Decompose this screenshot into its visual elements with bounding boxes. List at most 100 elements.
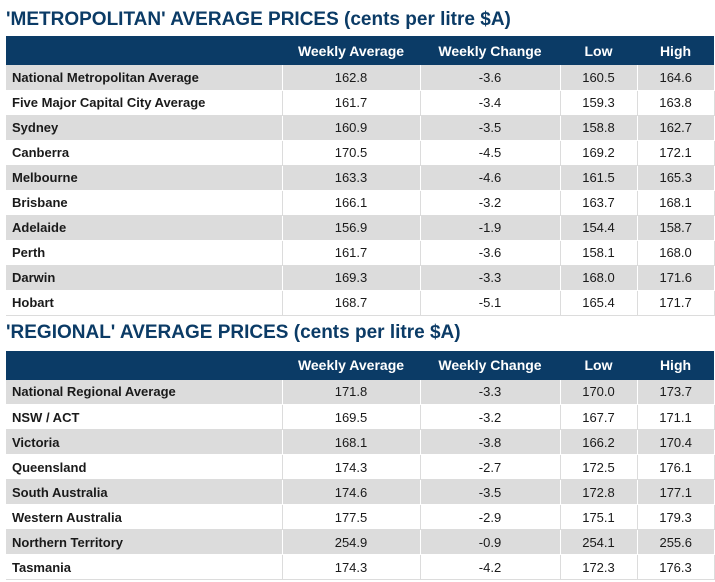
low-cell: 170.0 (560, 379, 638, 405)
low-cell: 169.2 (560, 140, 638, 166)
low-cell: 161.5 (560, 165, 638, 191)
low-cell: 154.4 (560, 215, 638, 241)
weekly-average-cell: 169.5 (282, 404, 421, 430)
low-cell: 172.8 (560, 479, 638, 505)
weekly-change-cell: -3.6 (420, 65, 561, 91)
weekly-change-cell: -4.6 (420, 165, 561, 191)
weekly-change-cell: -4.2 (420, 554, 561, 580)
table-row: NSW / ACT 169.5 -3.2 167.7 171.1 (6, 404, 715, 430)
header-weekly-average: Weekly Average (297, 357, 405, 373)
weekly-average-cell: 168.1 (282, 429, 421, 455)
row-name: Five Major Capital City Average (6, 90, 283, 116)
low-cell: 167.7 (560, 404, 638, 430)
metropolitan-title: 'METROPOLITAN' AVERAGE PRICES (cents per… (6, 9, 511, 30)
weekly-average-cell: 170.5 (282, 140, 421, 166)
table-row: South Australia 174.6 -3.5 172.8 177.1 (6, 479, 714, 505)
weekly-average-cell: 161.7 (282, 90, 421, 116)
weekly-average-cell: 166.1 (282, 190, 421, 216)
high-cell: 173.7 (637, 379, 714, 405)
low-cell: 175.1 (560, 504, 638, 530)
row-name: NSW / ACT (6, 404, 283, 430)
metropolitan-price-table: Weekly Average Weekly Change Low High Na… (6, 36, 715, 316)
header-high: High (659, 42, 692, 59)
weekly-average-cell: 174.3 (282, 554, 421, 580)
table-row: National Metropolitan Average 162.8 -3.6… (6, 65, 714, 91)
regional-title: 'REGIONAL' AVERAGE PRICES (cents per lit… (6, 321, 461, 343)
weekly-change-cell: -3.5 (420, 479, 561, 505)
table-row: Melbourne 163.3 -4.6 161.5 165.3 (6, 165, 714, 191)
row-name: South Australia (6, 479, 283, 505)
header-weekly-average: Weekly Average (297, 42, 405, 59)
low-cell: 158.8 (560, 115, 638, 141)
header-weekly-change: Weekly Change (438, 42, 542, 59)
weekly-change-cell: -2.9 (420, 504, 561, 530)
high-cell: 158.7 (637, 215, 714, 241)
table-row: Five Major Capital City Average 161.7 -3… (6, 90, 715, 116)
table-header-row: Weekly Average Weekly Change Low High (6, 36, 714, 65)
table-row: Victoria 168.1 -3.8 166.2 170.4 (6, 429, 714, 455)
weekly-change-cell: -3.2 (420, 190, 561, 216)
high-cell: 165.3 (637, 165, 714, 191)
weekly-average-cell: 160.9 (282, 115, 421, 141)
high-cell: 172.1 (637, 140, 715, 166)
low-cell: 166.2 (560, 429, 638, 455)
header-high: High (659, 357, 692, 373)
row-name: Darwin (6, 265, 283, 291)
weekly-change-cell: -3.5 (420, 115, 561, 141)
weekly-average-cell: 174.6 (282, 479, 421, 505)
low-cell: 158.1 (560, 240, 638, 266)
header-name (6, 351, 282, 380)
low-cell: 159.3 (560, 90, 638, 116)
high-cell: 163.8 (637, 90, 715, 116)
high-cell: 176.3 (637, 554, 715, 580)
table-row: Western Australia 177.5 -2.9 175.1 179.3 (6, 504, 715, 530)
row-name: Brisbane (6, 190, 283, 216)
table-row: Darwin 169.3 -3.3 168.0 171.6 (6, 265, 714, 291)
weekly-change-cell: -3.8 (420, 429, 561, 455)
high-cell: 255.6 (637, 529, 714, 555)
high-cell: 179.3 (637, 504, 715, 530)
high-cell: 162.7 (637, 115, 714, 141)
weekly-average-cell: 163.3 (282, 165, 421, 191)
header-low: Low (584, 357, 613, 373)
weekly-average-cell: 161.7 (282, 240, 421, 266)
weekly-change-cell: -3.6 (420, 240, 561, 266)
weekly-change-cell: -2.7 (420, 454, 561, 480)
row-name: National Regional Average (6, 379, 283, 405)
high-cell: 176.1 (637, 454, 715, 480)
weekly-average-cell: 254.9 (282, 529, 421, 555)
low-cell: 160.5 (560, 65, 638, 91)
header-low: Low (584, 42, 613, 59)
row-name: Western Australia (6, 504, 283, 530)
table-row: Sydney 160.9 -3.5 158.8 162.7 (6, 115, 714, 141)
weekly-change-cell: -3.3 (420, 265, 561, 291)
weekly-average-cell: 177.5 (282, 504, 421, 530)
table-row: Canberra 170.5 -4.5 169.2 172.1 (6, 140, 715, 166)
row-name: Melbourne (6, 165, 283, 191)
weekly-average-cell: 156.9 (282, 215, 421, 241)
table-row: Queensland 174.3 -2.7 172.5 176.1 (6, 454, 715, 480)
row-name: Tasmania (6, 554, 283, 580)
weekly-change-cell: -4.5 (420, 140, 561, 166)
high-cell: 177.1 (637, 479, 714, 505)
weekly-average-cell: 162.8 (282, 65, 421, 91)
weekly-average-cell: 168.7 (282, 290, 421, 316)
high-cell: 168.1 (637, 190, 715, 216)
row-name: National Metropolitan Average (6, 65, 283, 91)
weekly-change-cell: -3.3 (420, 379, 561, 405)
weekly-change-cell: -0.9 (420, 529, 561, 555)
high-cell: 168.0 (637, 240, 715, 266)
low-cell: 172.3 (560, 554, 638, 580)
row-name: Queensland (6, 454, 283, 480)
row-name: Adelaide (6, 215, 283, 241)
row-name: Hobart (6, 290, 283, 316)
weekly-change-cell: -1.9 (420, 215, 561, 241)
table-row: Hobart 168.7 -5.1 165.4 171.7 (6, 290, 715, 316)
header-name (6, 36, 282, 65)
row-name: Sydney (6, 115, 283, 141)
row-name: Northern Territory (6, 529, 283, 555)
low-cell: 254.1 (560, 529, 638, 555)
table-row: Brisbane 166.1 -3.2 163.7 168.1 (6, 190, 715, 216)
table-row: Perth 161.7 -3.6 158.1 168.0 (6, 240, 715, 266)
high-cell: 171.1 (637, 404, 715, 430)
